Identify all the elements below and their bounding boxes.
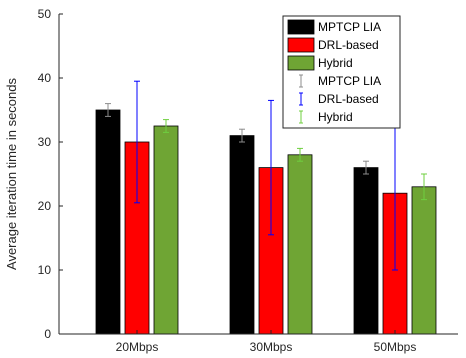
legend-swatch xyxy=(287,19,315,35)
legend-label: MPTCP LIA xyxy=(318,20,381,34)
error-bar-mptcp-lia xyxy=(105,103,111,117)
bar-hybrid xyxy=(287,154,313,335)
error-bar-hybrid xyxy=(421,173,427,201)
y-tick-label: 10 xyxy=(38,263,52,277)
legend-swatch xyxy=(287,55,315,71)
error-bar-hybrid xyxy=(163,119,169,133)
legend-error-marker xyxy=(299,110,303,124)
legend-error-label: DRL-based xyxy=(318,92,379,106)
legend-error-marker xyxy=(299,92,303,106)
legend-box xyxy=(282,15,401,129)
error-bar-mptcp-lia xyxy=(363,160,369,175)
x-tick-label: 30Mbps xyxy=(250,340,293,354)
legend-swatch xyxy=(287,37,315,53)
legend-error-marker xyxy=(299,74,303,88)
plot-area xyxy=(95,80,437,335)
error-bar-drl-based xyxy=(134,80,140,204)
y-tick-label: 50 xyxy=(38,7,52,21)
bar-hybrid xyxy=(153,125,179,335)
legend-error-label: MPTCP LIA xyxy=(318,74,381,88)
x-tick-label: 50Mbps xyxy=(374,340,417,354)
legend-error-label: Hybrid xyxy=(318,110,353,124)
x-tick-label: 20Mbps xyxy=(116,340,159,354)
legend-label: Hybrid xyxy=(318,56,353,70)
error-bar-hybrid xyxy=(297,147,303,162)
error-bar-drl-based xyxy=(268,99,274,236)
legend: MPTCP LIA DRL-based Hybrid MPTCP LIA DRL-bas… xyxy=(282,15,401,129)
bar-mptcp-lia xyxy=(353,167,379,335)
bar-mptcp-lia xyxy=(95,109,121,335)
y-tick-label: 30 xyxy=(38,135,52,149)
y-tick-label: 0 xyxy=(44,327,51,341)
bar-mptcp-lia xyxy=(229,135,255,335)
error-bar-mptcp-lia xyxy=(239,128,245,143)
y-axis-label: Average iteration time in seconds xyxy=(4,78,19,270)
y-tick-label: 40 xyxy=(38,71,52,85)
y-axis: 0 10 20 30 40 50 xyxy=(38,7,63,341)
x-axis: 20Mbps 30Mbps 50Mbps xyxy=(59,330,458,354)
y-tick-label: 20 xyxy=(38,199,52,213)
bar-hybrid xyxy=(411,186,437,335)
legend-label: DRL-based xyxy=(318,38,379,52)
